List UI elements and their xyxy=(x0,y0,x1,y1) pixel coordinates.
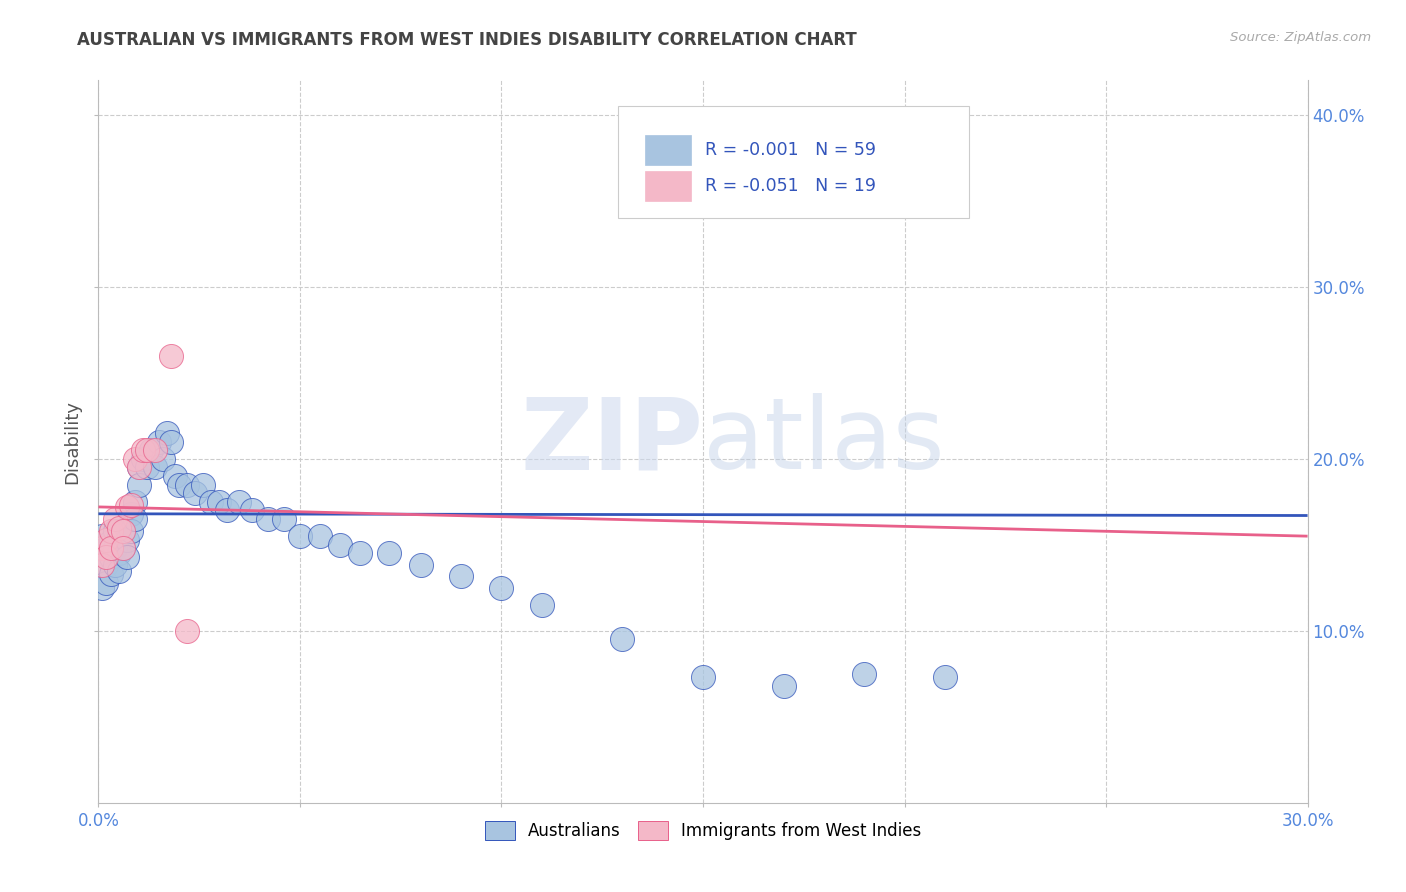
Point xyxy=(612,632,634,647)
Point xyxy=(692,670,714,684)
Point xyxy=(128,477,150,491)
Point xyxy=(91,558,114,573)
Point xyxy=(160,349,183,363)
FancyBboxPatch shape xyxy=(619,105,969,218)
Text: AUSTRALIAN VS IMMIGRANTS FROM WEST INDIES DISABILITY CORRELATION CHART: AUSTRALIAN VS IMMIGRANTS FROM WEST INDIE… xyxy=(77,31,858,49)
Point xyxy=(409,558,432,573)
Point xyxy=(115,533,138,547)
Point xyxy=(91,546,114,560)
Point xyxy=(139,443,162,458)
Point xyxy=(377,546,399,560)
Point xyxy=(228,494,250,508)
Point xyxy=(124,451,146,466)
Point xyxy=(107,564,129,578)
Point xyxy=(167,477,190,491)
Point xyxy=(124,512,146,526)
Point xyxy=(91,581,114,595)
Point xyxy=(111,524,134,538)
Point xyxy=(176,624,198,638)
Point xyxy=(107,546,129,560)
Point xyxy=(111,541,134,556)
Point xyxy=(240,503,263,517)
Bar xyxy=(645,170,690,201)
Point xyxy=(107,520,129,534)
Point xyxy=(256,512,278,526)
Point xyxy=(111,524,134,538)
Point xyxy=(115,549,138,564)
Point xyxy=(100,549,122,564)
Point xyxy=(200,494,222,508)
Point xyxy=(128,460,150,475)
Point xyxy=(176,477,198,491)
Point xyxy=(96,541,118,556)
Point xyxy=(329,538,352,552)
Point xyxy=(120,524,142,538)
Legend: Australians, Immigrants from West Indies: Australians, Immigrants from West Indies xyxy=(478,814,928,847)
Point xyxy=(163,469,186,483)
Point xyxy=(288,529,311,543)
Point xyxy=(120,507,142,521)
Point xyxy=(91,541,114,556)
Point xyxy=(96,533,118,547)
Point xyxy=(96,558,118,573)
Bar xyxy=(645,135,690,165)
Point xyxy=(103,524,125,538)
Point xyxy=(96,575,118,590)
Point xyxy=(128,460,150,475)
Point xyxy=(450,568,472,582)
Point xyxy=(135,443,157,458)
Point xyxy=(124,494,146,508)
Point xyxy=(193,477,215,491)
Point xyxy=(96,549,118,564)
Point xyxy=(184,486,207,500)
Point xyxy=(148,434,170,449)
Point xyxy=(853,666,876,681)
Point xyxy=(120,498,142,512)
Point xyxy=(530,598,553,612)
Point xyxy=(152,451,174,466)
Text: R = -0.001   N = 59: R = -0.001 N = 59 xyxy=(706,141,876,159)
Point xyxy=(111,541,134,556)
Point xyxy=(491,581,513,595)
Text: ZIP: ZIP xyxy=(520,393,703,490)
Point xyxy=(934,670,956,684)
Point xyxy=(143,460,166,475)
Point xyxy=(143,443,166,458)
Point xyxy=(349,546,371,560)
Y-axis label: Disability: Disability xyxy=(63,400,82,483)
Point xyxy=(208,494,231,508)
Point xyxy=(103,541,125,556)
Text: Source: ZipAtlas.com: Source: ZipAtlas.com xyxy=(1230,31,1371,45)
Point xyxy=(135,460,157,475)
Point xyxy=(100,524,122,538)
Point xyxy=(156,425,179,440)
Point xyxy=(100,541,122,556)
Point xyxy=(309,529,332,543)
Point xyxy=(91,529,114,543)
Point xyxy=(103,558,125,573)
Point xyxy=(132,451,155,466)
Point xyxy=(772,679,794,693)
Point xyxy=(100,567,122,582)
Point xyxy=(132,443,155,458)
Point xyxy=(115,500,138,514)
Text: R = -0.051   N = 19: R = -0.051 N = 19 xyxy=(706,177,876,195)
Point xyxy=(217,503,239,517)
Text: atlas: atlas xyxy=(703,393,945,490)
Point xyxy=(100,534,122,549)
Point xyxy=(107,529,129,543)
Point xyxy=(273,512,295,526)
Point xyxy=(160,434,183,449)
Point xyxy=(103,512,125,526)
